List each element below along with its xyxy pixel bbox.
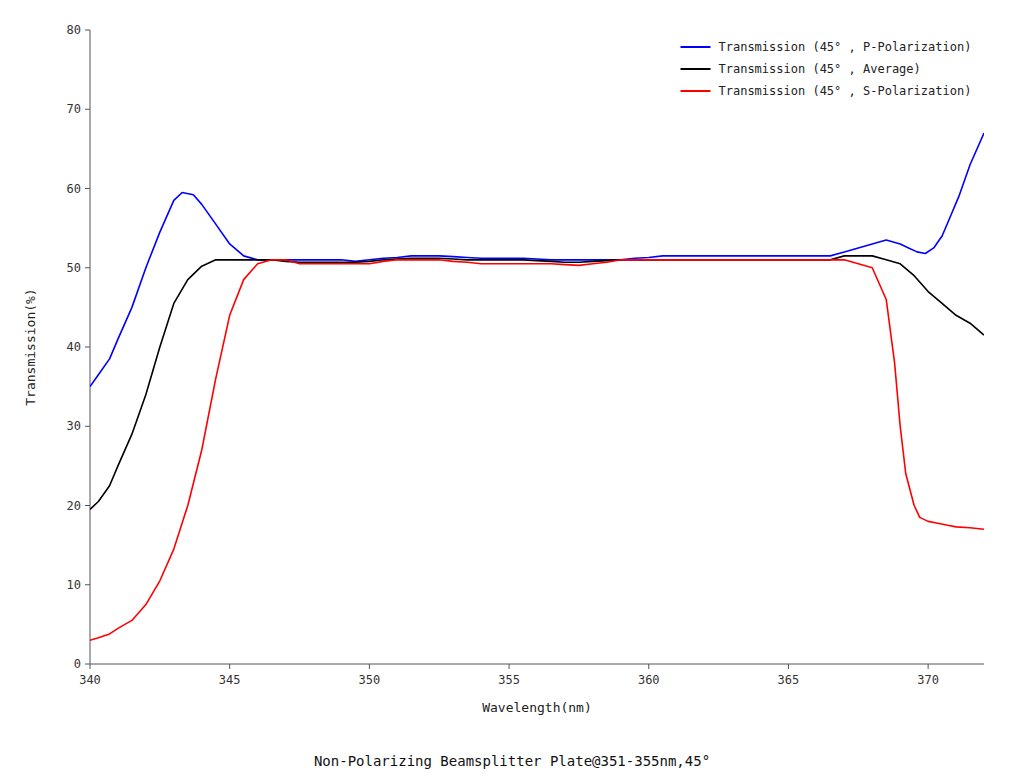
- x-tick: [369, 664, 370, 669]
- x-tick-label: 355: [498, 673, 520, 687]
- y-tick-label: 70: [67, 102, 81, 116]
- y-tick: [85, 584, 90, 585]
- y-tick-label: 50: [67, 261, 81, 275]
- y-tick-label: 40: [67, 340, 81, 354]
- legend-swatch: [681, 68, 711, 70]
- y-tick: [85, 30, 90, 31]
- y-tick-label: 80: [67, 23, 81, 37]
- legend-label: Transmission (45° , Average): [719, 62, 921, 76]
- legend-label: Transmission (45° , S-Polarization): [719, 84, 972, 98]
- x-tick-label: 345: [219, 673, 241, 687]
- y-tick-label: 60: [67, 182, 81, 196]
- series-line: [90, 260, 984, 640]
- chart: 340 345 350 355 360 365 370 0 10 20 30 40 50 60 70 80 Wa…: [0, 0, 1024, 784]
- legend-swatch: [681, 46, 711, 48]
- x-tick-label: 365: [778, 673, 800, 687]
- y-tick-label: 20: [67, 499, 81, 513]
- x-tick-label: 340: [79, 673, 101, 687]
- background: [0, 0, 1024, 784]
- legend: Transmission (45° , P-Polarization) Trans…: [681, 40, 972, 98]
- x-tick: [229, 664, 230, 669]
- y-tick: [85, 188, 90, 189]
- y-tick-label: 30: [67, 419, 81, 433]
- title: Non-Polarizing Beamsplitter Plate@351-35…: [314, 753, 710, 769]
- x-tick-label: 350: [359, 673, 381, 687]
- series-group: [90, 133, 984, 640]
- x-tick: [90, 664, 91, 669]
- x-axis-line: [90, 664, 984, 665]
- x-tick: [928, 664, 929, 669]
- x-tick-label: 370: [917, 673, 939, 687]
- x-axis-label: Wavelength(nm): [482, 700, 592, 715]
- y-tick-label: 0: [74, 657, 81, 671]
- x-tick: [509, 664, 510, 669]
- x-tick-label: 360: [638, 673, 660, 687]
- y-tick: [85, 426, 90, 427]
- y-axis-label: Transmission(%): [23, 288, 38, 405]
- x-tick: [788, 664, 789, 669]
- series-line: [90, 256, 984, 510]
- y-tick: [85, 505, 90, 506]
- legend-label: Transmission (45° , P-Polarization): [719, 40, 972, 54]
- legend-swatch: [681, 90, 711, 92]
- y-tick: [85, 347, 90, 348]
- y-tick: [85, 664, 90, 665]
- y-tick: [85, 109, 90, 110]
- axes: 340 345 350 355 360 365 370 0 10 20 30 40 50 60 70 80: [67, 23, 984, 687]
- y-tick-label: 10: [67, 578, 81, 592]
- y-tick: [85, 267, 90, 268]
- x-tick: [648, 664, 649, 669]
